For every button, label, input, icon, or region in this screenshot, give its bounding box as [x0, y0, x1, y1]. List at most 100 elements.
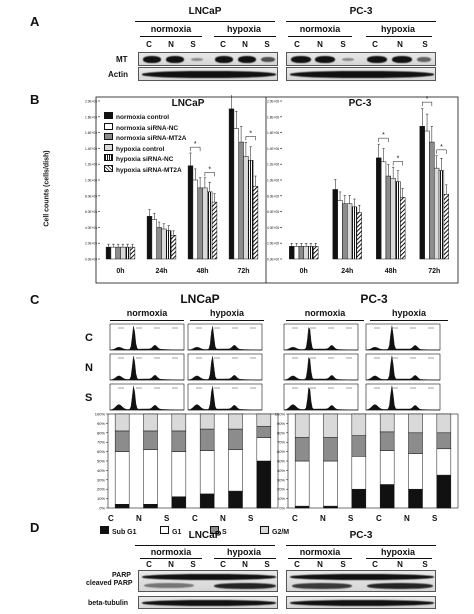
legend-item: normoxia siRNA-NC [104, 122, 186, 134]
flow-histograms [109, 323, 441, 411]
bar [166, 230, 172, 260]
panel-c-pc3-normoxia: normoxia [304, 308, 346, 318]
bar [390, 178, 396, 260]
ytick-label: 20% [277, 487, 285, 492]
sig-star: * [440, 144, 443, 151]
ytick-label: 70% [97, 440, 105, 445]
xcat: S [432, 514, 438, 523]
swatch [260, 526, 269, 534]
xcat: C [376, 514, 382, 523]
band [315, 56, 335, 63]
stack-segment [256, 437, 272, 462]
legend-item: hypoxia siRNA-MT2A [104, 164, 186, 176]
stack-segment [199, 493, 215, 509]
ytick-label: 90% [277, 421, 285, 426]
panel-c-row-n: N [85, 362, 93, 374]
histogram-trace [283, 386, 359, 411]
panel-d-lane-s: S [190, 560, 196, 569]
band [143, 56, 161, 63]
panel-d-pc3-line [286, 545, 436, 546]
xcat: N [320, 514, 326, 523]
ytick-label: 80% [97, 430, 105, 435]
band [191, 58, 203, 61]
band [142, 600, 276, 606]
stack-segment [408, 453, 423, 490]
panel-c-row-s: S [85, 392, 93, 404]
xcat: N [404, 514, 410, 523]
ytick-label: 1.6E+06 [267, 131, 279, 135]
bar [170, 235, 177, 260]
band [392, 56, 412, 63]
stack-frame [287, 413, 459, 509]
panel-b-left-yticks: 0.0E+00 2.0E+05 4.0E+05 6.0E+05 8.0E+05 1.0E+… [85, 100, 100, 262]
panel-c-line-1 [110, 320, 184, 321]
blot-d-parp-pc3 [286, 570, 436, 592]
ytick-label: 1.0E+06 [267, 179, 279, 183]
blot-d-tubulin-pc3 [286, 596, 436, 609]
stack-segment [436, 448, 452, 476]
bar [385, 175, 392, 260]
panel-c-pc3-header: PC-3 [360, 292, 388, 306]
bar [351, 206, 358, 260]
panel-c-legend: Sub G1 G1 S G2/M [100, 526, 460, 536]
bar [120, 246, 126, 260]
bar [347, 203, 353, 260]
panel-a-lane-s: S [264, 40, 270, 49]
histogram-trace [283, 356, 359, 381]
stack-segment [171, 451, 187, 497]
ytick-label: 1.8E+06 [267, 115, 279, 119]
panel-b-right-bars: 0h 24h 48h * * 72h * * [289, 96, 449, 275]
ytick-label: 1.2E+06 [267, 163, 279, 167]
panel-d-row-tubulin: beta-tubulin [88, 600, 129, 607]
panel-c-line-2 [190, 320, 264, 321]
bar [125, 246, 131, 260]
bar [233, 128, 239, 260]
band [166, 56, 184, 63]
stack-segment [228, 449, 243, 492]
panel-d-line-1 [140, 558, 202, 559]
histogram-trace [187, 386, 263, 411]
panel-b-pc3-title: PC-3 [348, 98, 372, 109]
panel-d-lane-c: C [146, 560, 152, 569]
stack-segment [114, 430, 130, 452]
panel-a-lane-c: C [146, 40, 152, 49]
bar [105, 246, 112, 260]
sig-bracket [392, 161, 403, 166]
stack-segment [323, 437, 338, 462]
panel-a-pc3-hypoxia: hypoxia [380, 24, 415, 34]
panel-a-lane-n: N [242, 40, 248, 49]
histogram-trace [365, 325, 441, 351]
blot-d-tubulin-lncap [138, 596, 278, 609]
legend-label: hypoxia siRNA-MT2A [116, 166, 182, 174]
sig-bracket [245, 136, 256, 141]
band [367, 583, 433, 589]
panel-a-lncap-header: LNCaP [188, 6, 222, 17]
legend-label: S [222, 529, 227, 536]
stack-segment [323, 413, 338, 438]
sig-star: * [397, 156, 400, 163]
panel-c-xlabels-right: C N S C N S [292, 514, 462, 524]
legend-item: hypoxia control [104, 143, 186, 155]
ytick-label: 20% [97, 487, 105, 492]
panel-a-lane-c: C [220, 40, 226, 49]
swatch [104, 122, 113, 130]
ytick-label: 2.0E+06 [85, 100, 97, 104]
legend-item: G1 [160, 526, 181, 536]
blot-a-mt-pc3 [286, 52, 436, 66]
sig-star: * [249, 130, 252, 137]
histogram-trace [283, 326, 359, 351]
panel-d-lane-c: C [220, 560, 226, 569]
ytick-label: 40% [97, 468, 105, 473]
legend-label: normoxia siRNA-NC [116, 124, 179, 132]
sig-bracket [190, 146, 201, 152]
panel-a-lane-c: C [372, 40, 378, 49]
legend-label: normoxia siRNA-MT2A [116, 135, 187, 142]
stack-segment [351, 413, 367, 436]
xcat: N [136, 514, 142, 523]
blot-a-mt-lncap [138, 52, 278, 66]
stack-segment [408, 413, 423, 434]
stack-segment [228, 428, 243, 450]
bar [443, 193, 449, 260]
stack-segment [199, 428, 215, 451]
sig-star: * [426, 96, 429, 103]
